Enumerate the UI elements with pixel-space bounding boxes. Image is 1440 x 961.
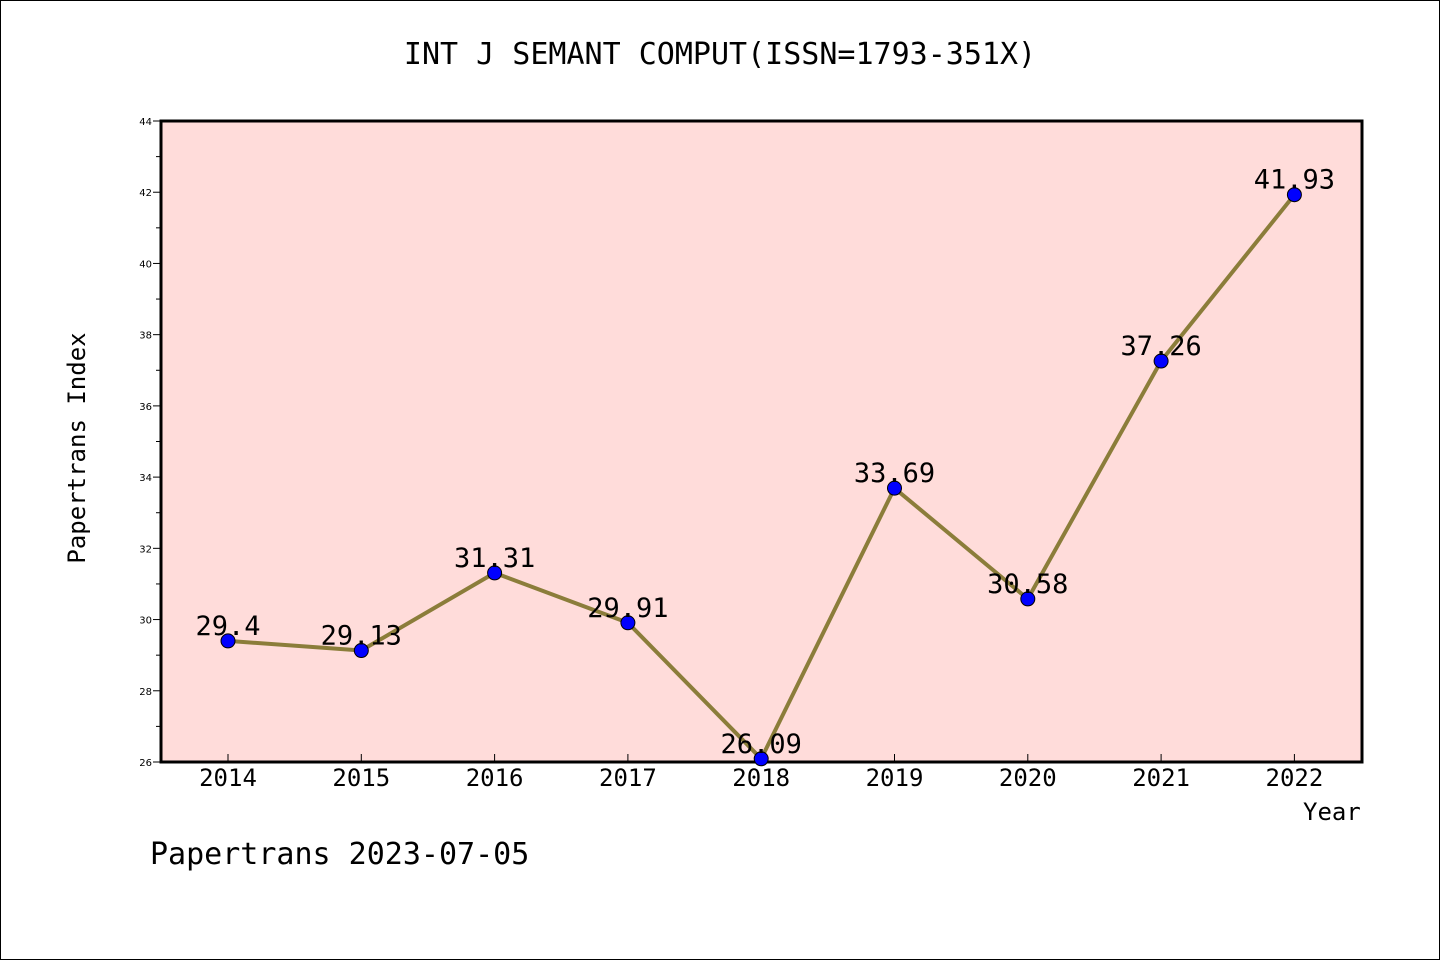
footer-text: Papertrans 2023-07-05 [150,837,530,872]
x-axis-label: Year [1303,798,1361,826]
data-point [1020,591,1036,607]
data-label: 33.69 [854,458,935,489]
y-tick-label: 34 [139,473,152,484]
y-tick-label: 42 [139,188,152,199]
data-point [620,615,636,631]
data-label: 29.91 [587,593,668,624]
y-tick-label: 26 [139,758,152,769]
data-label: 26.09 [721,729,802,760]
x-tick-label: 2022 [1266,764,1324,792]
chart-title: INT J SEMANT COMPUT(ISSN=1793-351X) [403,37,1037,72]
y-tick-label: 38 [139,331,152,342]
data-label: 30.58 [987,569,1068,600]
x-tick-label: 2014 [199,764,257,792]
data-point [1286,187,1302,203]
data-label: 31.31 [454,543,535,574]
x-tick-label: 2021 [1132,764,1190,792]
data-label: 29.4 [195,611,260,642]
data-point [220,633,236,649]
plot-area [161,121,1362,762]
data-label: 29.13 [321,621,402,652]
x-tick-label: 2015 [332,764,390,792]
x-tick-label: 2020 [999,764,1057,792]
data-point [487,565,503,581]
x-tick-label: 2018 [732,764,790,792]
y-tick-label: 44 [139,117,152,128]
data-point [887,480,902,496]
data-label: 37.26 [1120,331,1201,362]
data-point [753,751,769,767]
y-tick-label: 32 [139,544,152,555]
y-tick-label: 40 [139,259,152,270]
x-tick-label: 2019 [866,764,924,792]
x-tick-label: 2016 [466,764,524,792]
x-tick-label: 2017 [599,764,657,792]
data-point [353,643,369,659]
data-label: 41.93 [1254,165,1335,196]
y-tick-label: 28 [139,687,152,698]
data-point [1153,353,1169,369]
y-tick-label: 36 [139,402,152,413]
y-tick-label: 30 [139,616,152,627]
